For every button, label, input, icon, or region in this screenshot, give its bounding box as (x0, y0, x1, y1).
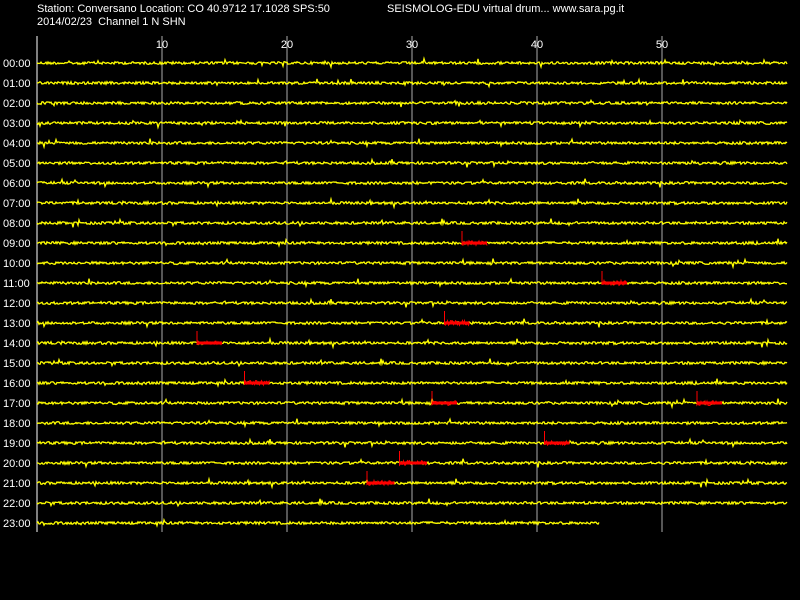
hour-label: 00:00 (3, 58, 31, 70)
trace-row (36, 177, 788, 189)
trace-row (36, 77, 788, 89)
trace-row (36, 118, 788, 130)
hour-label: 22:00 (3, 498, 31, 510)
trace-row (36, 237, 788, 248)
trace-row (36, 517, 600, 528)
trace-row (36, 357, 788, 368)
hour-label: 23:00 (3, 518, 31, 530)
station-info: Station: Conversano Location: CO 40.9712… (37, 3, 330, 15)
event-marker (196, 331, 223, 346)
trace-row (36, 318, 788, 329)
minute-tick-label: 10 (156, 39, 168, 51)
event-marker (444, 311, 470, 327)
minute-tick-label: 30 (406, 39, 418, 51)
hour-label: 04:00 (3, 138, 31, 150)
trace-row (36, 56, 788, 70)
trace-row (36, 297, 788, 309)
trace-row (37, 137, 788, 150)
hour-label: 20:00 (3, 458, 31, 470)
hour-label: 18:00 (3, 418, 31, 430)
hour-label: 03:00 (3, 118, 31, 130)
event-marker (461, 231, 488, 247)
hour-label: 02:00 (3, 98, 31, 110)
trace-rows (36, 56, 788, 528)
hour-label: 09:00 (3, 238, 31, 250)
hour-label: 15:00 (3, 358, 31, 370)
trace-row (36, 257, 788, 270)
hour-label: 06:00 (3, 178, 31, 190)
event-marker (244, 371, 270, 387)
hour-label: 07:00 (3, 198, 31, 210)
event-marker (696, 391, 723, 407)
trace-row (36, 417, 788, 429)
minute-tick-labels: 10 20 30 40 50 (156, 39, 668, 51)
minute-tick-label: 50 (656, 39, 668, 51)
trace-row (36, 277, 788, 289)
minute-tick-label: 40 (531, 39, 543, 51)
hour-label: 05:00 (3, 158, 31, 170)
event-marker (601, 271, 628, 287)
trace-row (36, 397, 788, 410)
trace-row (36, 377, 788, 388)
trace-row (36, 196, 788, 210)
hour-label: 19:00 (3, 438, 31, 450)
hour-label: 21:00 (3, 478, 31, 490)
drum-title: SEISMOLOG-EDU virtual drum... www.sara.p… (387, 3, 625, 15)
trace-row (36, 157, 788, 169)
hour-label: 10:00 (3, 258, 31, 270)
trace-row (36, 498, 788, 508)
trace-row (36, 476, 788, 490)
hour-label: 12:00 (3, 298, 31, 310)
trace-row (36, 437, 788, 449)
trace-row (36, 217, 788, 228)
hour-label: 11:00 (3, 278, 30, 290)
hour-label: 14:00 (3, 338, 31, 350)
event-marker (544, 431, 570, 447)
trace-row (36, 336, 788, 350)
minute-grid (36, 36, 663, 532)
event-marker (399, 451, 427, 467)
event-marker (366, 471, 395, 487)
event-marker (431, 391, 458, 406)
hour-label: 16:00 (3, 378, 31, 390)
hour-labels: 00:00 01:00 02:00 03:00 04:00 05:00 06:00 07:00… (3, 58, 31, 530)
hour-label: 08:00 (3, 218, 31, 230)
hour-label: 13:00 (3, 318, 31, 330)
date-channel-info: 2014/02/23 Channel 1 N SHN (37, 16, 186, 28)
minute-tick-label: 20 (281, 39, 293, 51)
trace-row (36, 98, 788, 108)
hour-label: 17:00 (3, 398, 31, 410)
hour-label: 01:00 (3, 78, 31, 90)
